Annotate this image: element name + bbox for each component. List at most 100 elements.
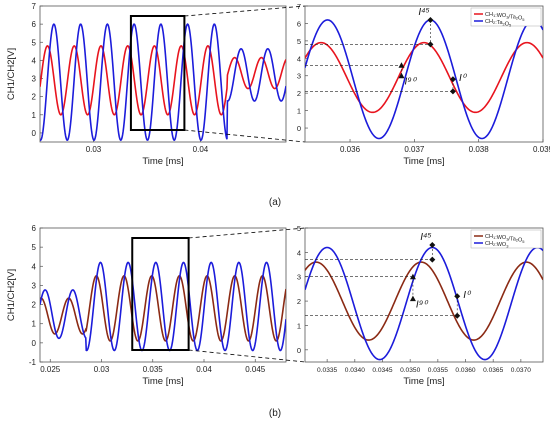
legend-entry: CH2:Ta2O5	[485, 19, 512, 28]
y-tick-label: 5	[297, 37, 301, 46]
y-tick-label: 2	[32, 93, 37, 102]
data-point	[429, 242, 436, 249]
a-overview-plot: 0 1 2 3 4 5 6 7 0.03 0.04 Time [ms] CH1/CH2[V]	[6, 2, 306, 167]
a-overview-frame	[39, 5, 287, 143]
y-tick-label: 6	[297, 19, 301, 28]
zoom-connector-bottom	[188, 349, 306, 363]
y-tick-label: 5	[297, 224, 301, 233]
data-point	[449, 88, 456, 95]
legend-entry: CH1:WO3/Ta2O5	[485, 234, 525, 244]
y-tick-label: 6	[32, 20, 37, 29]
zoom-connector-top	[184, 5, 306, 17]
data-point	[427, 16, 434, 23]
y-tick-label: 0	[297, 346, 301, 355]
marker-label-i90: I⁹⁰	[416, 300, 429, 311]
data-point	[409, 273, 416, 280]
x-tick-label: 0.04	[193, 145, 209, 154]
y-tick-label: 0	[32, 129, 37, 138]
series-line-ch1	[305, 41, 543, 114]
caption-b: (b)	[269, 408, 281, 419]
y-tick-label: 1	[32, 111, 37, 120]
data-point	[409, 295, 416, 302]
data-point	[429, 256, 436, 263]
x-tick-label: 0.0350	[400, 367, 421, 374]
x-tick-label: 0.03	[86, 145, 102, 154]
data-point	[454, 293, 461, 300]
x-tick-label: 0.039	[533, 145, 550, 154]
y-tick-label: 0	[297, 124, 301, 133]
data-point	[398, 72, 405, 79]
series-line-ch1	[305, 261, 543, 341]
y-tick-label: 1	[297, 321, 301, 330]
b-zoom-frame	[304, 227, 544, 363]
zoom-window-box	[131, 237, 190, 351]
legend-entry: CH2:WO3	[485, 241, 509, 248]
y-tick-label: 0	[32, 339, 37, 348]
y-tick-label: 3	[297, 72, 301, 81]
x-tick-label: 0.0360	[455, 367, 476, 374]
x-tick-label: 0.036	[340, 145, 361, 154]
legend-entry: CH1:WO3/Ta2O5	[485, 12, 525, 22]
marker-label-i45: I⁴⁵	[418, 7, 429, 18]
x-tick-label: 0.0370	[511, 367, 532, 374]
zoom-window-box	[129, 15, 186, 131]
zoom-connector-bottom	[184, 129, 306, 143]
zoom-connector-top	[188, 227, 306, 239]
caption-a: (a)	[269, 197, 281, 208]
y-tick-label: 1	[32, 320, 37, 329]
a-zoom-frame	[304, 5, 544, 143]
series-line-ch2	[305, 19, 543, 140]
series-line-ch2	[40, 261, 286, 352]
b-overview-frame	[39, 227, 287, 363]
x-tick-label: 0.0335	[317, 367, 338, 374]
series-line-ch1	[40, 274, 286, 342]
y-tick-label: 2	[297, 89, 301, 98]
x-tick-label: 0.04	[196, 365, 212, 374]
y-tick-label: 2	[297, 297, 301, 306]
x-axis-label: Time [ms]	[403, 156, 444, 167]
y-tick-label: 3	[297, 273, 301, 282]
y-tick-label: -1	[29, 358, 37, 367]
a-zoom-plot: 0 1 2 3 4 5 6 7 0.036 0.037 0.038 0.039 Time [ms] I⁴⁵…	[297, 2, 550, 167]
data-point	[449, 76, 456, 83]
x-tick-label: 0.025	[40, 365, 61, 374]
y-tick-label: 6	[32, 224, 37, 233]
marker-label-i0: I⁰	[463, 290, 472, 301]
y-tick-label: 4	[32, 262, 37, 271]
y-axis-label: CH1/CH2[V]	[6, 48, 17, 100]
y-tick-label: 4	[32, 56, 37, 65]
x-tick-label: 0.037	[404, 145, 425, 154]
marker-label-i90: I⁹⁰	[404, 77, 417, 88]
y-tick-label: 1	[297, 107, 301, 116]
x-tick-label: 0.035	[143, 365, 164, 374]
x-tick-label: 0.0340	[345, 367, 366, 374]
x-tick-label: 0.03	[94, 365, 110, 374]
x-tick-label: 0.038	[469, 145, 490, 154]
y-tick-label: 4	[297, 248, 301, 257]
b-overview-plot: -1 0 1 2 3 4 5 6 0.025 0.03 0.035 0.04 0.045 Time [ms…	[6, 224, 306, 387]
y-tick-label: 5	[32, 38, 37, 47]
y-tick-label: 3	[32, 281, 37, 290]
data-point	[454, 312, 461, 319]
series-line-ch2	[305, 246, 543, 361]
y-tick-label: 4	[297, 54, 301, 63]
y-axis-label: CH1/CH2[V]	[6, 269, 17, 321]
b-zoom-plot: 0 1 2 3 4 5 0.0335 0.0340 0.0345 0.0350 0.0355 0.03…	[297, 224, 544, 387]
x-axis-label: Time [ms]	[142, 376, 183, 387]
data-point	[427, 41, 434, 48]
marker-label-i45: I⁴⁵	[420, 232, 431, 243]
y-tick-label: 3	[32, 75, 37, 84]
y-tick-label: 7	[32, 2, 37, 11]
x-tick-label: 0.0345	[372, 367, 393, 374]
series-line-ch2	[40, 23, 286, 142]
y-tick-label: 5	[32, 243, 37, 252]
y-tick-label: 2	[32, 301, 37, 310]
marker-label-i0: I⁰	[459, 73, 468, 84]
x-axis-label: Time [ms]	[142, 156, 183, 167]
x-tick-label: 0.0355	[428, 367, 449, 374]
series-line-ch1	[40, 45, 286, 116]
x-tick-label: 0.0365	[483, 367, 504, 374]
data-point	[398, 62, 405, 68]
